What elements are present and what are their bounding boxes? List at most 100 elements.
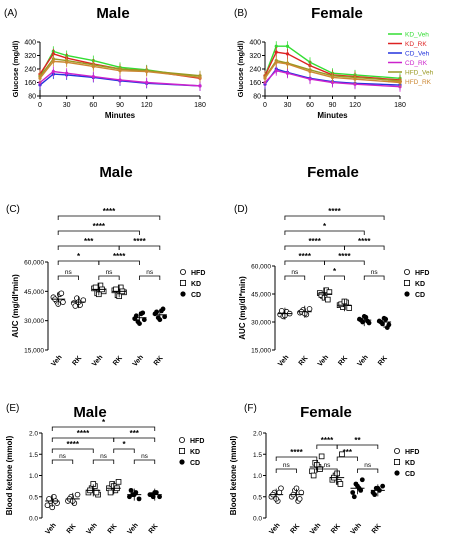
significance-label: **	[354, 436, 361, 445]
data-point	[380, 483, 386, 489]
significance-label: ****	[338, 252, 351, 261]
panel-title-f: Female	[300, 404, 352, 421]
panel-b-line-chart: 80 160 240 320 400 0 30 60 90 120 180 Minutes Glucos…	[236, 40, 406, 121]
legend-label: CD_RK	[405, 60, 428, 67]
data-point	[115, 479, 122, 485]
panel-title-a: Male	[96, 5, 129, 22]
x-tick-label: Veh	[317, 354, 330, 368]
x-tick-label: Veh	[126, 522, 139, 536]
y-axis-label: AUC (mg/dl*min)	[11, 274, 20, 338]
x-tick-label: RK	[148, 523, 160, 535]
panel-letter-a: (A)	[4, 8, 17, 19]
significance-label: ****	[133, 237, 146, 246]
data-point	[178, 447, 185, 454]
x-tick-label: RK	[337, 355, 349, 367]
significance-bracket	[357, 468, 379, 473]
panel-letter-d: (D)	[234, 204, 248, 215]
y-tick-label: 80	[28, 94, 36, 101]
x-tick-label: RK	[330, 523, 342, 535]
significance-label: ns	[59, 453, 67, 460]
x-tick-label: Veh	[91, 354, 104, 368]
panel-a-line-chart: 80 160 240 320 400 0 30 60 90 120 180 Minutes Glucos…	[11, 40, 206, 121]
x-axis-label: Minutes	[105, 111, 136, 120]
significance-bracket	[275, 456, 318, 461]
data-point	[44, 502, 51, 509]
legend-label: KD_Veh	[405, 32, 429, 39]
y-tick-label: 1.0	[29, 473, 38, 480]
data-point	[372, 492, 378, 498]
x-tick-label: 0	[38, 102, 42, 109]
panel-title-c: Male	[99, 164, 132, 181]
y-tick-label: 1.0	[253, 473, 262, 480]
y-axis-label: Glucose (mg/dl)	[236, 40, 245, 97]
data-point	[51, 69, 55, 74]
y-tick-label: 0.5	[253, 494, 262, 501]
y-tick-label: 160	[249, 80, 261, 87]
legend-label: HFD_Veh	[405, 70, 434, 77]
y-axis-label: Blood ketone (mmol)	[5, 435, 14, 515]
y-tick-label: 0.5	[29, 494, 38, 501]
data-point	[65, 60, 69, 64]
significance-bracket	[324, 275, 345, 280]
x-tick-label: RK	[377, 355, 389, 367]
x-tick-label: Veh	[132, 354, 145, 368]
data-point	[394, 470, 400, 476]
y-tick-label: 240	[249, 67, 261, 74]
legend-label: CD	[415, 292, 425, 299]
legend-label: KD_RK	[405, 41, 427, 48]
significance-label: *	[323, 222, 327, 231]
x-tick-label: RK	[298, 355, 310, 367]
significance-bracket	[57, 215, 161, 220]
y-tick-label: 2.0	[253, 431, 262, 438]
data-point	[140, 310, 146, 316]
x-tick-label: 0	[263, 102, 267, 109]
panel-letter-c: (C)	[6, 204, 20, 215]
significance-label: ns	[291, 269, 299, 276]
data-point	[274, 50, 278, 54]
x-tick-label: 60	[306, 102, 314, 109]
y-tick-label: 1.5	[253, 452, 262, 459]
y-tick-label: 45,000	[24, 289, 44, 296]
group-legend-c: HFD KD CD	[179, 268, 205, 299]
data-point	[308, 69, 312, 74]
significance-bracket	[57, 245, 120, 250]
significance-label: ns	[371, 269, 379, 276]
line-legend: KD_Veh KD_RK CD_Veh CD_RK HFD_Veh HFD_RK	[388, 32, 434, 86]
significance-label: ***	[130, 429, 140, 438]
significance-bracket	[284, 275, 306, 280]
panel-letter-b: (B)	[234, 8, 247, 19]
significance-bracket	[113, 448, 135, 453]
significance-label: ****	[67, 440, 80, 449]
significance-label: ***	[343, 448, 353, 457]
panel-letter-f: (F)	[244, 403, 257, 414]
data-point	[91, 74, 95, 79]
x-tick-label: 60	[89, 102, 97, 109]
significance-label: ****	[93, 222, 106, 231]
legend-label: KD	[190, 449, 200, 456]
panel-letter-e: (E)	[6, 403, 19, 414]
data-point	[180, 291, 186, 297]
y-tick-label: 30,000	[251, 320, 271, 327]
panel-title-e: Male	[73, 404, 106, 421]
data-point	[358, 487, 364, 493]
data-point	[58, 290, 65, 297]
x-tick-label: RK	[66, 523, 78, 535]
data-point	[51, 52, 55, 56]
significance-bracket	[316, 444, 338, 449]
significance-bracket	[51, 459, 74, 464]
significance-label: ****	[77, 429, 90, 438]
significance-label: ****	[321, 436, 334, 445]
y-axis-label: Blood ketone (mmol)	[229, 435, 238, 515]
x-tick-label: 90	[329, 102, 337, 109]
significance-bracket	[316, 468, 338, 473]
data-point	[278, 307, 285, 314]
data-point	[318, 453, 325, 460]
data-point	[308, 77, 312, 81]
data-point	[198, 75, 202, 80]
data-point	[393, 447, 400, 454]
group-legend-e: HFD KD CD	[178, 436, 204, 467]
significance-label: ns	[65, 269, 73, 276]
legend-label: CD	[405, 471, 415, 478]
data-point	[350, 490, 356, 495]
significance-bracket	[118, 245, 161, 250]
